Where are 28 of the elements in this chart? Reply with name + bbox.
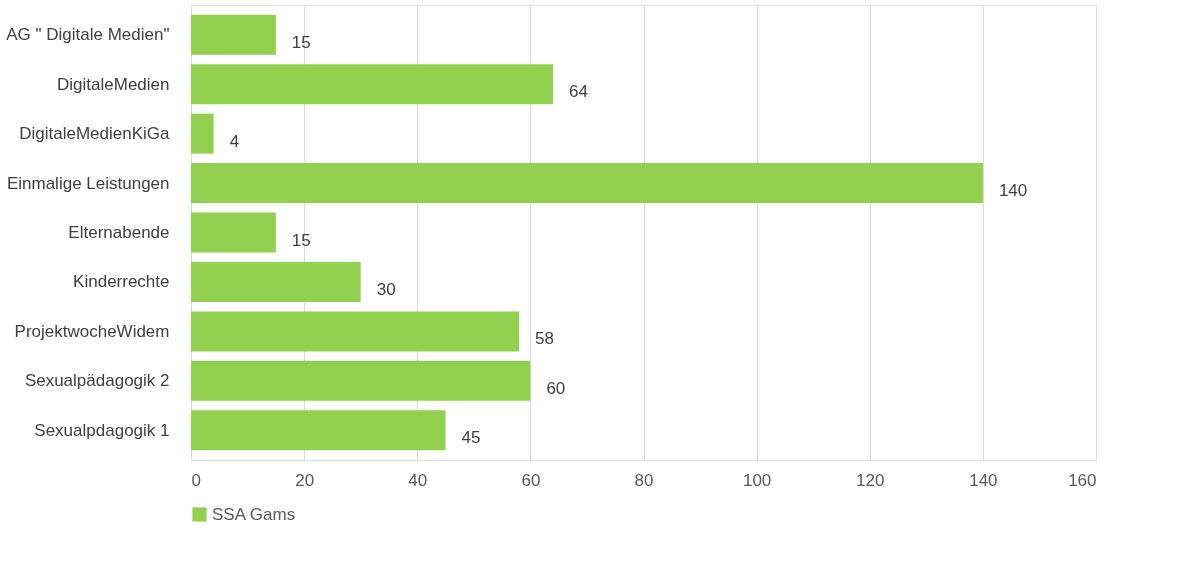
- data-label: 15: [291, 230, 311, 250]
- data-label: 15: [291, 32, 311, 52]
- y-tick-label: AG " Digitale Medien": [6, 25, 170, 45]
- legend-label: SSA Gams: [212, 504, 296, 524]
- data-label: 45: [461, 428, 481, 448]
- x-tick-label: 100: [742, 470, 772, 490]
- data-label: 60: [546, 378, 566, 398]
- x-tick-label: 80: [634, 470, 654, 490]
- data-label: 58: [535, 329, 554, 349]
- x-tick-label: 160: [1068, 470, 1097, 490]
- y-tick-label: Einmalige Leistungen: [6, 173, 170, 193]
- data-label: 64: [569, 82, 588, 102]
- x-tick-label: 60: [521, 470, 541, 490]
- x-tick-label: 140: [969, 470, 998, 490]
- x-tick-label: 40: [408, 470, 428, 490]
- x-tick-label: 120: [856, 470, 885, 490]
- y-tick-label: Elternabende: [68, 223, 170, 242]
- y-tick-label: ProjektwocheWidem: [14, 321, 170, 341]
- x-tick-label: 0: [191, 470, 201, 490]
- data-label: 140: [998, 181, 1028, 201]
- data-label: 4: [229, 131, 240, 151]
- y-tick-label: DigitaleMedien: [57, 74, 170, 94]
- y-tick-label: Kinderrechte: [73, 272, 170, 292]
- x-tick-label: 20: [295, 470, 315, 490]
- y-tick-label: Sexualpdagogik 1: [34, 420, 170, 440]
- y-tick-label: Sexualpädagogik 2: [24, 371, 170, 391]
- y-tick-label: DigitaleMedienKiGa: [19, 124, 171, 144]
- data-label: 30: [376, 279, 396, 299]
